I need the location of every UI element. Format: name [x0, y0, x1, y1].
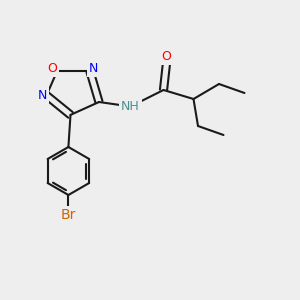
Text: O: O [48, 62, 57, 75]
Text: NH: NH [121, 100, 140, 113]
Text: N: N [38, 89, 48, 102]
Text: O: O [162, 50, 171, 64]
Text: N: N [89, 62, 98, 75]
Text: Br: Br [61, 208, 76, 222]
Text: N: N [89, 62, 99, 75]
Text: N: N [38, 89, 48, 102]
Text: O: O [48, 62, 57, 75]
